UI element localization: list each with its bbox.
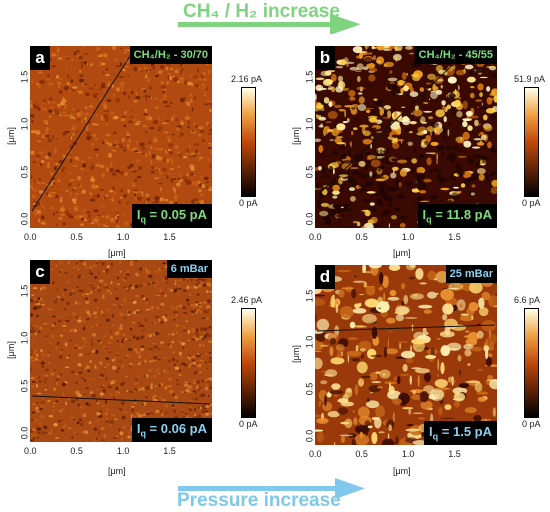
colorbar-d [524, 308, 539, 418]
y-tick-label: 0.5 [19, 165, 30, 178]
x-axis-label: [μm] [393, 248, 411, 258]
colorbar-min-label: 0 pA [239, 198, 258, 208]
y-tick-label: 0.5 [19, 379, 30, 392]
y-tick-label: 0.0 [19, 212, 30, 226]
current-label: Iq = 0.05 pA [131, 204, 212, 228]
condition-label: 6 mBar [166, 260, 212, 278]
current-subscript: q [140, 215, 146, 225]
condition-label: CH₄/H₂ - 30/70 [129, 46, 212, 64]
colorbar-max-label: 2.16 pA [231, 74, 263, 84]
colorbar-b [524, 87, 539, 197]
x-tick-label: 0.5 [70, 232, 83, 242]
y-axis-label: [μm] [290, 345, 301, 363]
x-tick-label: 1.0 [401, 449, 415, 459]
panel-letter: d [315, 265, 335, 289]
x-tick-label: 1.5 [448, 449, 461, 459]
x-tick-label: 0.0 [309, 449, 322, 459]
x-tick-label: 0.5 [355, 232, 368, 242]
colorbar-max-label: 2.46 pA [231, 295, 263, 305]
colorbar-max-label: 51.9 pA [514, 74, 546, 84]
bottom-banner: Pressure increase [0, 478, 550, 511]
y-tick-label: 1.5 [304, 70, 315, 84]
y-tick-label: 0.0 [304, 429, 315, 443]
colorbar-max-label: 6.6 pA [514, 295, 541, 305]
bottom-arrow-icon [178, 478, 365, 499]
colorbar-min-label: 0 pA [522, 419, 541, 429]
x-tick-label: 1.5 [448, 232, 461, 242]
x-axis-label: [μm] [108, 466, 126, 476]
bottom-banner-text: Pressure increase [177, 490, 341, 511]
x-tick-label: 1.0 [116, 446, 130, 456]
y-tick-label: 1.5 [19, 70, 30, 84]
y-tick-label: 1.0 [19, 118, 30, 131]
y-tick-label: 0.5 [304, 165, 315, 178]
colorbar-a [241, 87, 256, 197]
y-axis-label: [μm] [5, 341, 16, 359]
x-axis-label: [μm] [108, 248, 126, 258]
panel-letter: b [315, 46, 335, 70]
y-axis-label: [μm] [5, 127, 16, 145]
afm-image-c: c 6 mBar Iq = 0.06 pA [30, 260, 212, 442]
current-symbol: I [422, 207, 427, 223]
y-tick-label: 1.5 [304, 289, 315, 302]
top-banner-text: CH₄ / H₂ increase [183, 1, 340, 22]
condition-label: CH₄/H₂ - 45/55 [414, 46, 497, 64]
y-axis-label: [μm] [290, 127, 301, 145]
x-tick-label: 1.0 [401, 232, 415, 242]
y-tick-label: 0.0 [304, 212, 315, 226]
current-value: = 11.8 pA [431, 207, 492, 223]
x-tick-label: 0.0 [309, 232, 322, 242]
current-label: Iq = 11.8 pA [417, 204, 497, 228]
x-tick-label: 1.5 [163, 446, 176, 456]
x-tick-label: 0.5 [355, 449, 368, 459]
panel-letter: c [30, 260, 50, 284]
current-symbol: I [429, 424, 433, 440]
panel-letter: a [30, 46, 50, 70]
y-tick-label: 1.5 [19, 284, 30, 298]
y-tick-label: 0.0 [19, 426, 30, 440]
current-subscript: q [140, 429, 146, 439]
y-tick-label: 1.0 [304, 336, 315, 349]
current-label: Iq = 1.5 pA [424, 421, 497, 445]
x-tick-label: 0.5 [70, 446, 83, 456]
afm-image-a: a CH₄/H₂ - 30/70 Iq = 0.05 pA [30, 46, 212, 228]
x-tick-label: 1.5 [163, 232, 176, 242]
afm-image-d: d 25 mBar Iq = 1.5 pA [315, 265, 497, 445]
x-tick-label: 0.0 [24, 232, 37, 242]
x-axis-label: [μm] [393, 466, 411, 476]
current-symbol: I [136, 421, 141, 437]
current-value: = 1.5 pA [438, 424, 492, 440]
top-arrow-icon [178, 14, 360, 34]
y-tick-label: 1.0 [304, 118, 315, 131]
colorbar-min-label: 0 pA [239, 419, 258, 429]
afm-image-b: b CH₄/H₂ - 45/55 Iq = 11.8 pA [315, 46, 497, 228]
current-symbol: I [136, 207, 141, 223]
y-tick-label: 0.5 [304, 382, 315, 396]
current-label: Iq = 0.06 pA [131, 418, 212, 442]
top-banner: CH₄ / H₂ increase [0, 0, 550, 34]
condition-label: 25 mBar [445, 265, 497, 283]
current-subscript: q [432, 432, 439, 442]
current-value: = 0.06 pA [145, 421, 207, 437]
x-tick-label: 1.0 [116, 232, 130, 242]
y-tick-label: 1.0 [19, 332, 30, 345]
current-subscript: q [426, 215, 432, 225]
colorbar-c [241, 308, 256, 418]
colorbar-min-label: 0 pA [522, 198, 541, 208]
x-tick-label: 0.0 [24, 446, 37, 456]
current-value: = 0.05 pA [145, 207, 207, 223]
